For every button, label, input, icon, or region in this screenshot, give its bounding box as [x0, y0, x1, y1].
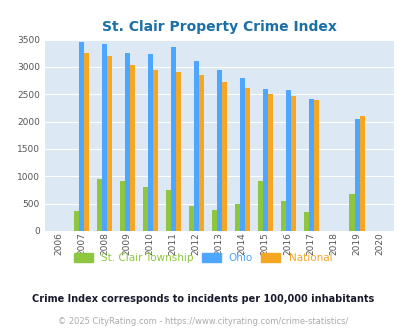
- Bar: [267, 94, 272, 231]
- Bar: [234, 204, 239, 231]
- Bar: [147, 54, 152, 231]
- Bar: [198, 75, 203, 231]
- Bar: [107, 56, 112, 231]
- Bar: [239, 78, 244, 231]
- Bar: [349, 194, 354, 231]
- Bar: [130, 65, 134, 231]
- Bar: [257, 181, 262, 231]
- Title: St. Clair Property Crime Index: St. Clair Property Crime Index: [102, 20, 336, 34]
- Bar: [84, 53, 89, 231]
- Bar: [290, 96, 295, 231]
- Bar: [313, 100, 318, 231]
- Bar: [119, 181, 124, 231]
- Bar: [193, 61, 198, 231]
- Text: © 2025 CityRating.com - https://www.cityrating.com/crime-statistics/: © 2025 CityRating.com - https://www.city…: [58, 317, 347, 326]
- Bar: [244, 88, 249, 231]
- Bar: [280, 202, 285, 231]
- Text: Crime Index corresponds to incidents per 100,000 inhabitants: Crime Index corresponds to incidents per…: [32, 294, 373, 304]
- Bar: [79, 42, 84, 231]
- Bar: [221, 82, 226, 231]
- Legend: St. Clair Township, Ohio, National: St. Clair Township, Ohio, National: [70, 249, 335, 267]
- Bar: [303, 212, 308, 231]
- Bar: [74, 211, 79, 231]
- Bar: [308, 99, 313, 231]
- Bar: [359, 115, 364, 231]
- Bar: [285, 90, 290, 231]
- Bar: [152, 70, 158, 231]
- Bar: [262, 89, 267, 231]
- Bar: [175, 72, 181, 231]
- Bar: [124, 53, 130, 231]
- Bar: [354, 119, 359, 231]
- Bar: [96, 179, 102, 231]
- Bar: [171, 47, 175, 231]
- Bar: [102, 44, 107, 231]
- Bar: [188, 206, 193, 231]
- Bar: [216, 70, 221, 231]
- Bar: [211, 210, 216, 231]
- Bar: [165, 190, 171, 231]
- Bar: [143, 187, 147, 231]
